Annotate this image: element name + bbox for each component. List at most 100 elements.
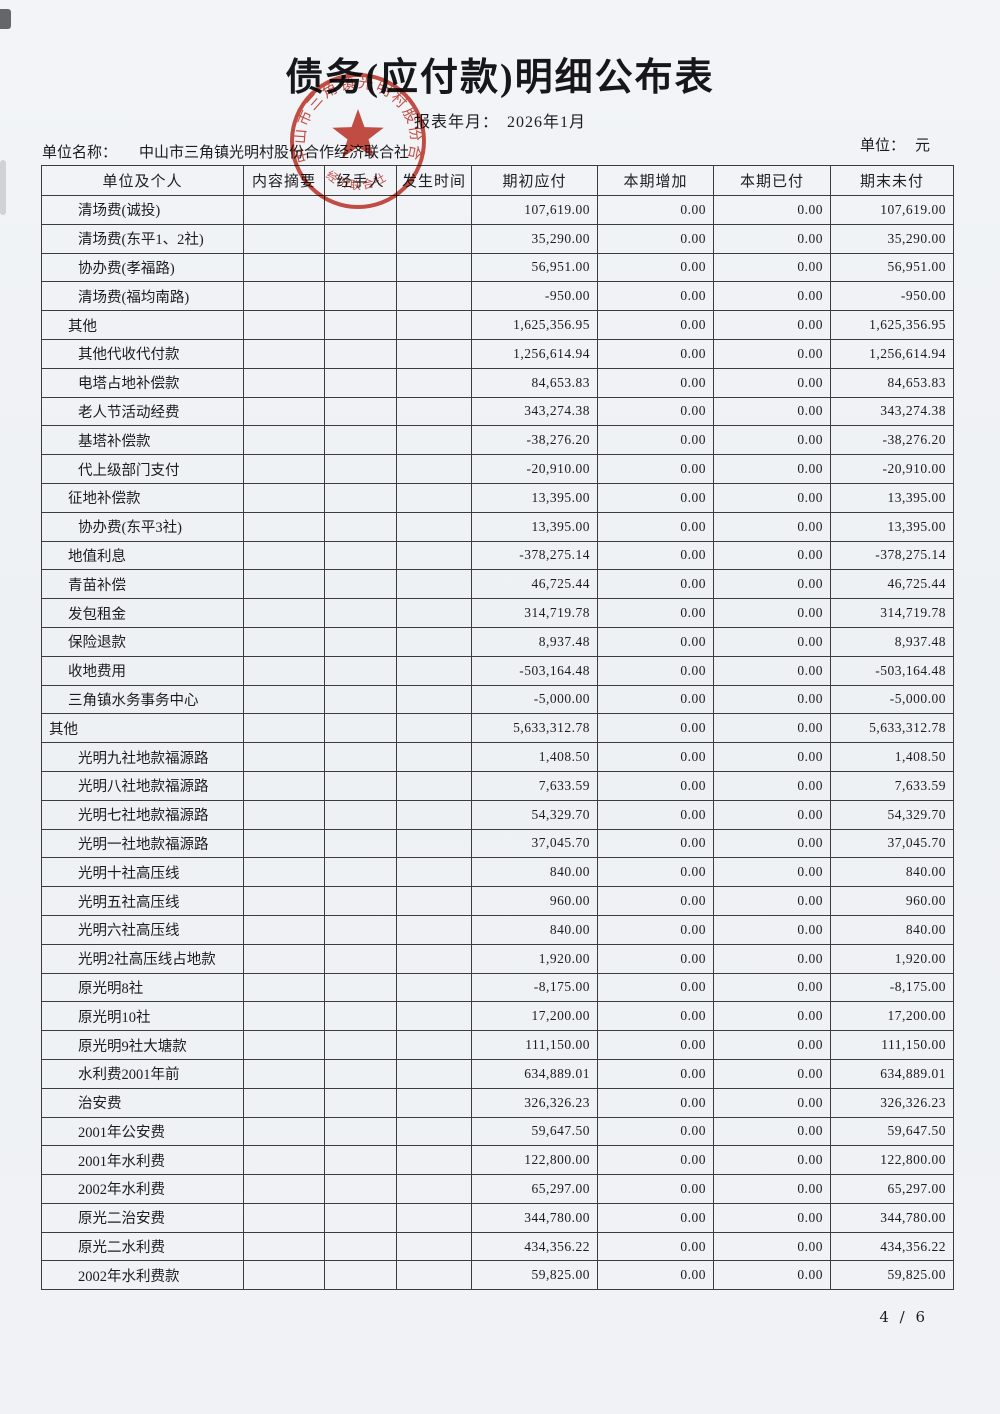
row-period-increase: 0.00 [597, 252, 714, 283]
table-row: 清场费(东平1、2社) 35,290.00 0.00 0.00 35,290.00 [41, 223, 954, 254]
row-summary [243, 1030, 325, 1060]
row-date [396, 425, 472, 456]
row-period-increase: 0.00 [597, 367, 714, 398]
table-row: 治安费 326,326.23 0.00 0.00 326,326.23 [41, 1087, 954, 1118]
row-date [396, 1030, 472, 1060]
row-name: 光明五社高压线 [41, 886, 244, 916]
report-period-line: 报表年月： 2026年1月 [0, 108, 1000, 132]
row-summary [243, 396, 325, 427]
row-closing-unpaid: 840.00 [830, 914, 954, 945]
row-date [396, 1116, 472, 1147]
row-handler [324, 857, 397, 888]
column-header: 本期增加 [597, 165, 714, 196]
row-period-paid: 0.00 [713, 684, 831, 715]
row-name: 协办费(孝福路) [41, 252, 244, 283]
table-row: 2001年公安费 59,647.50 0.00 0.00 59,647.50 [41, 1116, 954, 1147]
row-date [396, 310, 472, 340]
row-closing-unpaid: 54,329.70 [830, 799, 954, 830]
row-period-increase: 0.00 [597, 1030, 714, 1060]
row-summary [243, 626, 325, 657]
row-date [396, 252, 472, 283]
row-handler [324, 1145, 397, 1176]
row-name: 清场费(福均南路) [41, 281, 244, 312]
row-summary [243, 1260, 325, 1291]
row-closing-unpaid: 1,408.50 [830, 742, 954, 772]
table-row: 2001年水利费 122,800.00 0.00 0.00 122,800.00 [41, 1145, 954, 1176]
row-name: 清场费(诚投) [41, 195, 244, 225]
table-row: 光明十社高压线 840.00 0.00 0.00 840.00 [41, 857, 954, 888]
table-row: 光明九社地款福源路 1,408.50 0.00 0.00 1,408.50 [41, 742, 954, 772]
row-summary [243, 252, 325, 283]
row-name: 水利费2001年前 [41, 1058, 244, 1089]
table-row: 光明五社高压线 960.00 0.00 0.00 960.00 [41, 886, 954, 916]
row-handler [324, 396, 397, 427]
row-period-increase: 0.00 [597, 1260, 714, 1291]
row-opening-payable: 17,200.00 [471, 1001, 598, 1032]
row-period-increase: 0.00 [597, 799, 714, 830]
row-summary [243, 540, 325, 571]
column-header: 经手人 [324, 165, 397, 196]
column-header: 发生时间 [396, 165, 472, 196]
row-closing-unpaid: 107,619.00 [830, 195, 954, 225]
row-handler [324, 310, 397, 340]
row-closing-unpaid: 37,045.70 [830, 828, 954, 859]
row-handler [324, 569, 397, 600]
row-summary [243, 223, 325, 254]
row-period-increase: 0.00 [597, 569, 714, 600]
row-name: 光明九社地款福源路 [41, 742, 244, 772]
row-opening-payable: 1,256,614.94 [471, 338, 598, 369]
row-date [396, 223, 472, 254]
row-closing-unpaid: 1,920.00 [830, 943, 954, 974]
row-summary [243, 742, 325, 772]
row-opening-payable: -950.00 [471, 281, 598, 312]
row-summary [243, 1001, 325, 1032]
row-summary [243, 1116, 325, 1147]
row-handler [324, 367, 397, 398]
row-period-increase: 0.00 [597, 972, 714, 1003]
row-opening-payable: 65,297.00 [471, 1174, 598, 1204]
row-period-increase: 0.00 [597, 626, 714, 657]
row-opening-payable: 111,150.00 [471, 1030, 598, 1060]
row-closing-unpaid: 17,200.00 [830, 1001, 954, 1032]
scan-artifact [0, 9, 11, 29]
table-row: 原光明9社大塘款 111,150.00 0.00 0.00 111,150.00 [41, 1030, 954, 1060]
row-date [396, 367, 472, 398]
column-header: 内容摘要 [243, 165, 325, 196]
table-row: 水利费2001年前 634,889.01 0.00 0.00 634,889.01 [41, 1058, 954, 1089]
table-row: 协办费(孝福路) 56,951.00 0.00 0.00 56,951.00 [41, 252, 954, 283]
row-name: 光明十社高压线 [41, 857, 244, 888]
row-closing-unpaid: 344,780.00 [830, 1202, 954, 1233]
row-summary [243, 1058, 325, 1089]
row-handler [324, 1116, 397, 1147]
row-closing-unpaid: 13,395.00 [830, 511, 954, 542]
row-date [396, 799, 472, 830]
row-name: 原光二治安费 [41, 1202, 244, 1233]
row-period-increase: 0.00 [597, 482, 714, 513]
table-row: 征地补偿款 13,395.00 0.00 0.00 13,395.00 [41, 482, 954, 513]
row-date [396, 540, 472, 571]
row-date [396, 1087, 472, 1118]
row-name: 光明2社高压线占地款 [41, 943, 244, 974]
table-row: 原光二治安费 344,780.00 0.00 0.00 344,780.00 [41, 1202, 954, 1233]
row-date [396, 972, 472, 1003]
row-date [396, 713, 472, 744]
row-period-paid: 0.00 [713, 396, 831, 427]
row-summary [243, 195, 325, 225]
row-date [396, 1260, 472, 1291]
row-opening-payable: 960.00 [471, 886, 598, 916]
row-handler [324, 770, 397, 801]
row-opening-payable: 56,951.00 [471, 252, 598, 283]
row-period-increase: 0.00 [597, 511, 714, 542]
row-summary [243, 684, 325, 715]
row-closing-unpaid: -20,910.00 [830, 454, 954, 484]
row-summary [243, 972, 325, 1003]
row-handler [324, 1030, 397, 1060]
row-period-paid: 0.00 [713, 482, 831, 513]
row-summary [243, 828, 325, 859]
row-name: 原光二水利费 [41, 1231, 244, 1262]
row-summary [243, 425, 325, 456]
table-row: 发包租金 314,719.78 0.00 0.00 314,719.78 [41, 598, 954, 628]
table-row: 光明八社地款福源路 7,633.59 0.00 0.00 7,633.59 [41, 770, 954, 801]
row-date [396, 655, 472, 686]
